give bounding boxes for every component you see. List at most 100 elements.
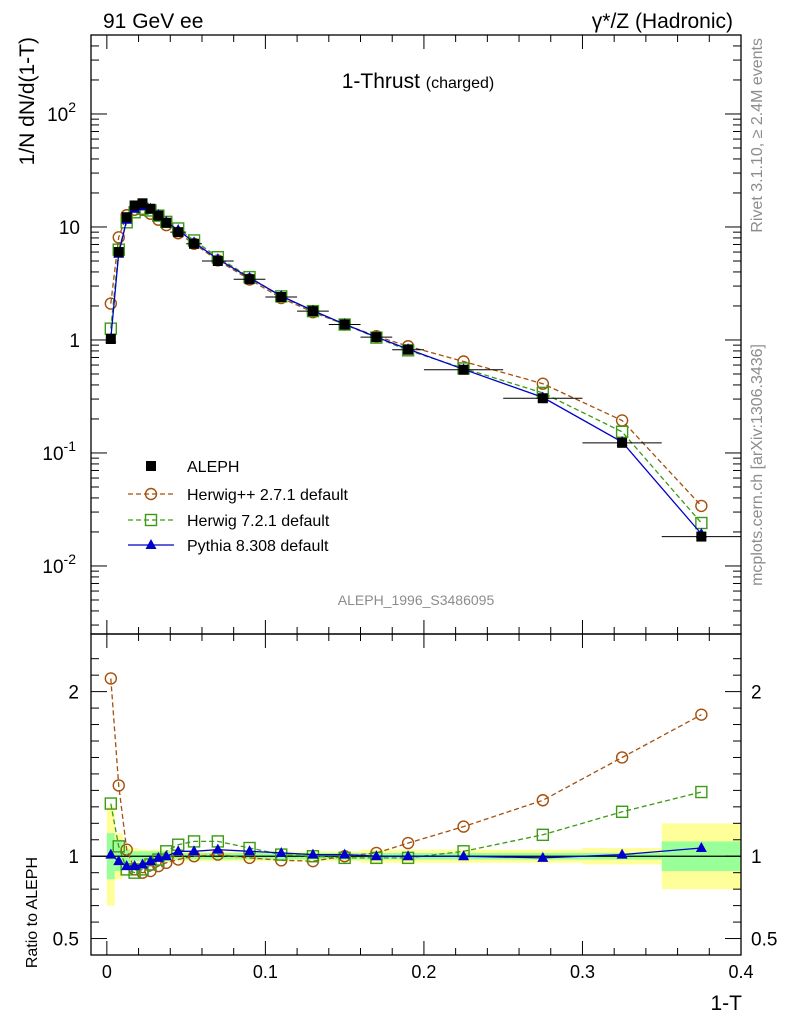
pythia-ratio-point	[188, 845, 200, 856]
aleph-point	[537, 393, 548, 404]
herwig7-ratio-point	[536, 828, 550, 842]
pythia-ratio-point	[121, 860, 133, 871]
pythia-ratio-point	[244, 845, 256, 856]
x-tick-label: 0.2	[411, 962, 436, 982]
y-tick-label: 10-1	[42, 438, 76, 465]
herwigpp-point	[104, 297, 118, 310]
herwigpp-ratio-point	[104, 672, 118, 685]
pythia-ratio-point	[129, 860, 141, 871]
pythia-main-line	[110, 205, 702, 535]
aleph-point	[105, 334, 116, 345]
ratio-tick-label-left: 1	[68, 847, 79, 868]
herwigpp-legend-marker	[144, 487, 158, 501]
ratio-tick-label-right: 2	[751, 683, 762, 704]
ratio-tick-label-left: 0.5	[53, 930, 79, 951]
pythia-ratio-point	[616, 848, 628, 859]
y-tick-label: 10	[59, 218, 80, 239]
pythia-ratio-point	[172, 845, 184, 856]
ratio-tick-label-right: 0.5	[751, 930, 777, 951]
y-tick-label: 1	[69, 331, 80, 352]
pythia-ratio-point	[695, 842, 707, 852]
aleph-point	[121, 212, 132, 223]
herwigpp-legend-label: Herwig++ 2.7.1 default	[187, 487, 349, 504]
herwigpp-point	[695, 499, 708, 513]
rivet-version-text: Rivet 3.1.10, ≥ 2.4M events	[749, 38, 766, 233]
main-plot-series	[104, 198, 741, 542]
pythia-ratio-point	[275, 846, 287, 857]
pythia-ratio-point	[160, 850, 172, 861]
aleph-point	[244, 274, 255, 285]
aleph-point	[153, 210, 164, 221]
herwigpp-ratio-point	[112, 779, 125, 792]
aleph-legend-marker	[146, 461, 156, 471]
aleph-point	[458, 364, 469, 375]
chart-title: 1-Thrust (charged)	[342, 70, 495, 93]
x-tick-label: 0	[102, 962, 112, 982]
pythia-ratio-point	[537, 851, 549, 862]
aleph-point	[161, 217, 172, 228]
aleph-point	[145, 203, 156, 214]
herwig7-ratio-point	[104, 797, 118, 810]
pythia-ratio-point	[307, 848, 319, 859]
aleph-point	[212, 255, 223, 266]
pythia-ratio-point	[152, 851, 164, 862]
herwig7-ratio-line	[110, 791, 702, 874]
aleph-point	[617, 437, 628, 448]
ratio-plot-series	[104, 672, 708, 879]
herwigpp-ratio-point	[120, 843, 133, 856]
pythia-ratio-point	[105, 848, 117, 859]
pythia-ratio-point	[339, 848, 351, 859]
aleph-point	[307, 306, 318, 317]
aleph-point	[403, 344, 414, 355]
pythia-ratio-point	[113, 855, 125, 866]
pythia-ratio-point	[212, 843, 224, 854]
analysis-id-label: ALEPH_1996_S3486095	[338, 592, 495, 608]
aleph-point	[137, 198, 148, 209]
energy-label: 91 GeV ee	[103, 10, 203, 33]
herwig7-ratio-point	[615, 805, 629, 818]
pythia-ratio-point	[458, 850, 470, 861]
process-label: γ*/Z (Hadronic)	[592, 10, 733, 33]
ratio-axis-label: Ratio to ALEPH	[24, 857, 41, 968]
pythia-ratio-point	[137, 858, 149, 869]
herwig7-ratio-point	[112, 840, 125, 853]
herwigpp-point	[536, 377, 550, 390]
axes: 0 0.1 0.2 0.3 0.4 10-2 10-1 1 10 102 0.5 0.5 1 1 2 2	[42, 34, 777, 982]
y-axis-label: 1/N dN/d(1-T)	[16, 37, 39, 165]
legend: ALEPH Herwig++ 2.7.1 default Herwig 7.2.1 …	[128, 459, 349, 555]
aleph-point	[113, 247, 124, 258]
aleph-point	[189, 238, 200, 249]
aleph-point	[339, 319, 350, 330]
ratio-tick-label-right: 1	[751, 847, 762, 868]
ratio-tick-label-left: 2	[68, 683, 79, 704]
aleph-legend-label: ALEPH	[187, 459, 239, 476]
x-tick-label: 0.1	[253, 962, 278, 982]
aleph-point	[276, 292, 287, 303]
mcplots-reference-text: mcplots.cern.ch [arXiv:1306.3436]	[749, 344, 766, 586]
y-tick-label: 10-2	[42, 551, 76, 578]
ratio-frame	[90, 633, 742, 956]
pythia-legend-label: Pythia 8.308 default	[187, 538, 329, 555]
herwigpp-ratio-point	[615, 751, 629, 764]
x-tick-label: 0.3	[570, 962, 595, 982]
herwig7-ratio-point	[695, 785, 708, 799]
herwig7-legend-label: Herwig 7.2.1 default	[187, 513, 330, 530]
x-tick-label: 0.4	[728, 962, 753, 982]
aleph-point	[696, 531, 707, 542]
pythia-ratio-point	[144, 855, 156, 866]
herwigpp-point	[112, 231, 125, 244]
pythia-ratio-point	[402, 850, 414, 861]
y-tick-label: 102	[47, 99, 76, 126]
herwigpp-ratio-point	[457, 820, 470, 833]
x-axis-label: 1-T	[711, 992, 743, 1015]
pythia-legend-marker	[145, 539, 157, 549]
herwigpp-ratio-point	[695, 708, 708, 721]
herwigpp-ratio-point	[401, 836, 415, 850]
aleph-point	[371, 332, 382, 343]
pythia-ratio-point	[370, 850, 382, 861]
aleph-point	[129, 200, 140, 211]
herwigpp-ratio-point	[536, 794, 550, 807]
aleph-point	[173, 227, 184, 238]
herwig7-legend-marker	[144, 513, 158, 527]
